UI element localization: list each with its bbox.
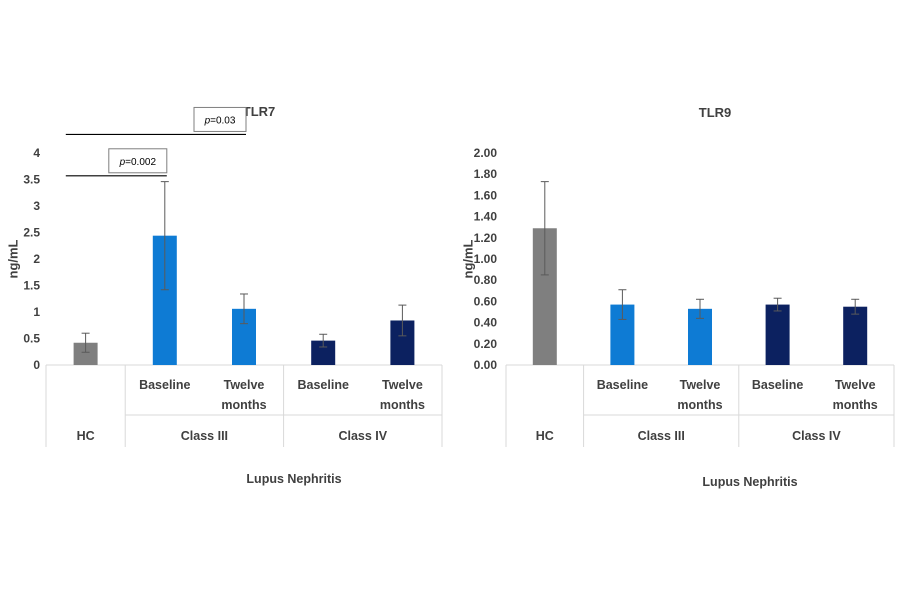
y-tick-label: 1.20 bbox=[474, 231, 498, 245]
group-label: Class IV bbox=[792, 429, 841, 443]
chart-title: TLR9 bbox=[699, 105, 732, 120]
category-label: Baseline bbox=[597, 378, 648, 392]
p-value-box bbox=[108, 148, 168, 174]
bar bbox=[843, 306, 868, 365]
category-label: Twelve bbox=[680, 378, 721, 392]
y-tick-label: 4 bbox=[33, 146, 40, 160]
y-tick-label: 1.00 bbox=[474, 252, 498, 266]
y-tick-label: 2 bbox=[33, 252, 40, 266]
y-tick-label: 1.5 bbox=[23, 279, 40, 293]
category-label: months bbox=[380, 398, 425, 412]
y-axis-label: ng/mL bbox=[460, 239, 475, 278]
bar bbox=[73, 342, 98, 365]
group-label: Class III bbox=[181, 429, 228, 443]
category-label: Twelve bbox=[382, 378, 423, 392]
y-tick-label: 3.5 bbox=[23, 173, 40, 187]
tlr7-chart: TLR7 ng/mL 0 0.5 1 1.5 2 2.5 3 3.5 4 Baseline Twelve… bbox=[5, 104, 443, 486]
p-value-label: p=0.03 bbox=[204, 115, 236, 126]
category-label: Baseline bbox=[752, 378, 803, 392]
p-value-label: p=0.002 bbox=[119, 157, 157, 168]
y-tick-label: 1.40 bbox=[474, 210, 498, 224]
category-label: months bbox=[677, 398, 722, 412]
chart-title: TLR7 bbox=[243, 104, 276, 119]
group-label: HC bbox=[77, 429, 95, 443]
category-label: Baseline bbox=[297, 378, 348, 392]
category-label: months bbox=[221, 398, 266, 412]
y-tick-label: 0.40 bbox=[474, 316, 498, 330]
category-label: Baseline bbox=[139, 378, 190, 392]
y-tick-label: 3 bbox=[33, 199, 40, 213]
category-label: Twelve bbox=[224, 378, 265, 392]
group-label: Class IV bbox=[338, 429, 387, 443]
category-label: months bbox=[833, 398, 878, 412]
y-tick-label: 2.5 bbox=[23, 226, 40, 240]
y-tick-label: 0.80 bbox=[474, 273, 498, 287]
group-label: HC bbox=[536, 429, 554, 443]
y-tick-label: 1 bbox=[33, 305, 40, 319]
y-tick-label: 0 bbox=[33, 358, 40, 372]
y-tick-label: 0.00 bbox=[474, 358, 498, 372]
group-label: Class III bbox=[638, 429, 685, 443]
x-axis-label: Lupus Nephritis bbox=[702, 475, 797, 489]
bar bbox=[765, 304, 790, 365]
category-label: Twelve bbox=[835, 378, 876, 392]
y-tick-label: 0.20 bbox=[474, 337, 498, 351]
y-tick-label: 1.60 bbox=[474, 188, 498, 202]
y-tick-label: 0.60 bbox=[474, 294, 498, 308]
y-tick-label: 1.80 bbox=[474, 167, 498, 181]
x-axis-label: Lupus Nephritis bbox=[246, 472, 341, 486]
tlr9-chart: TLR9 ng/mL 0.00 0.20 0.40 0.60 0.80 1.00 1.20 1.4… bbox=[460, 105, 895, 489]
y-tick-label: 0.5 bbox=[23, 332, 40, 346]
y-axis-label: ng/mL bbox=[5, 239, 20, 278]
p-value-box bbox=[193, 106, 247, 132]
y-tick-label: 2.00 bbox=[474, 146, 498, 160]
